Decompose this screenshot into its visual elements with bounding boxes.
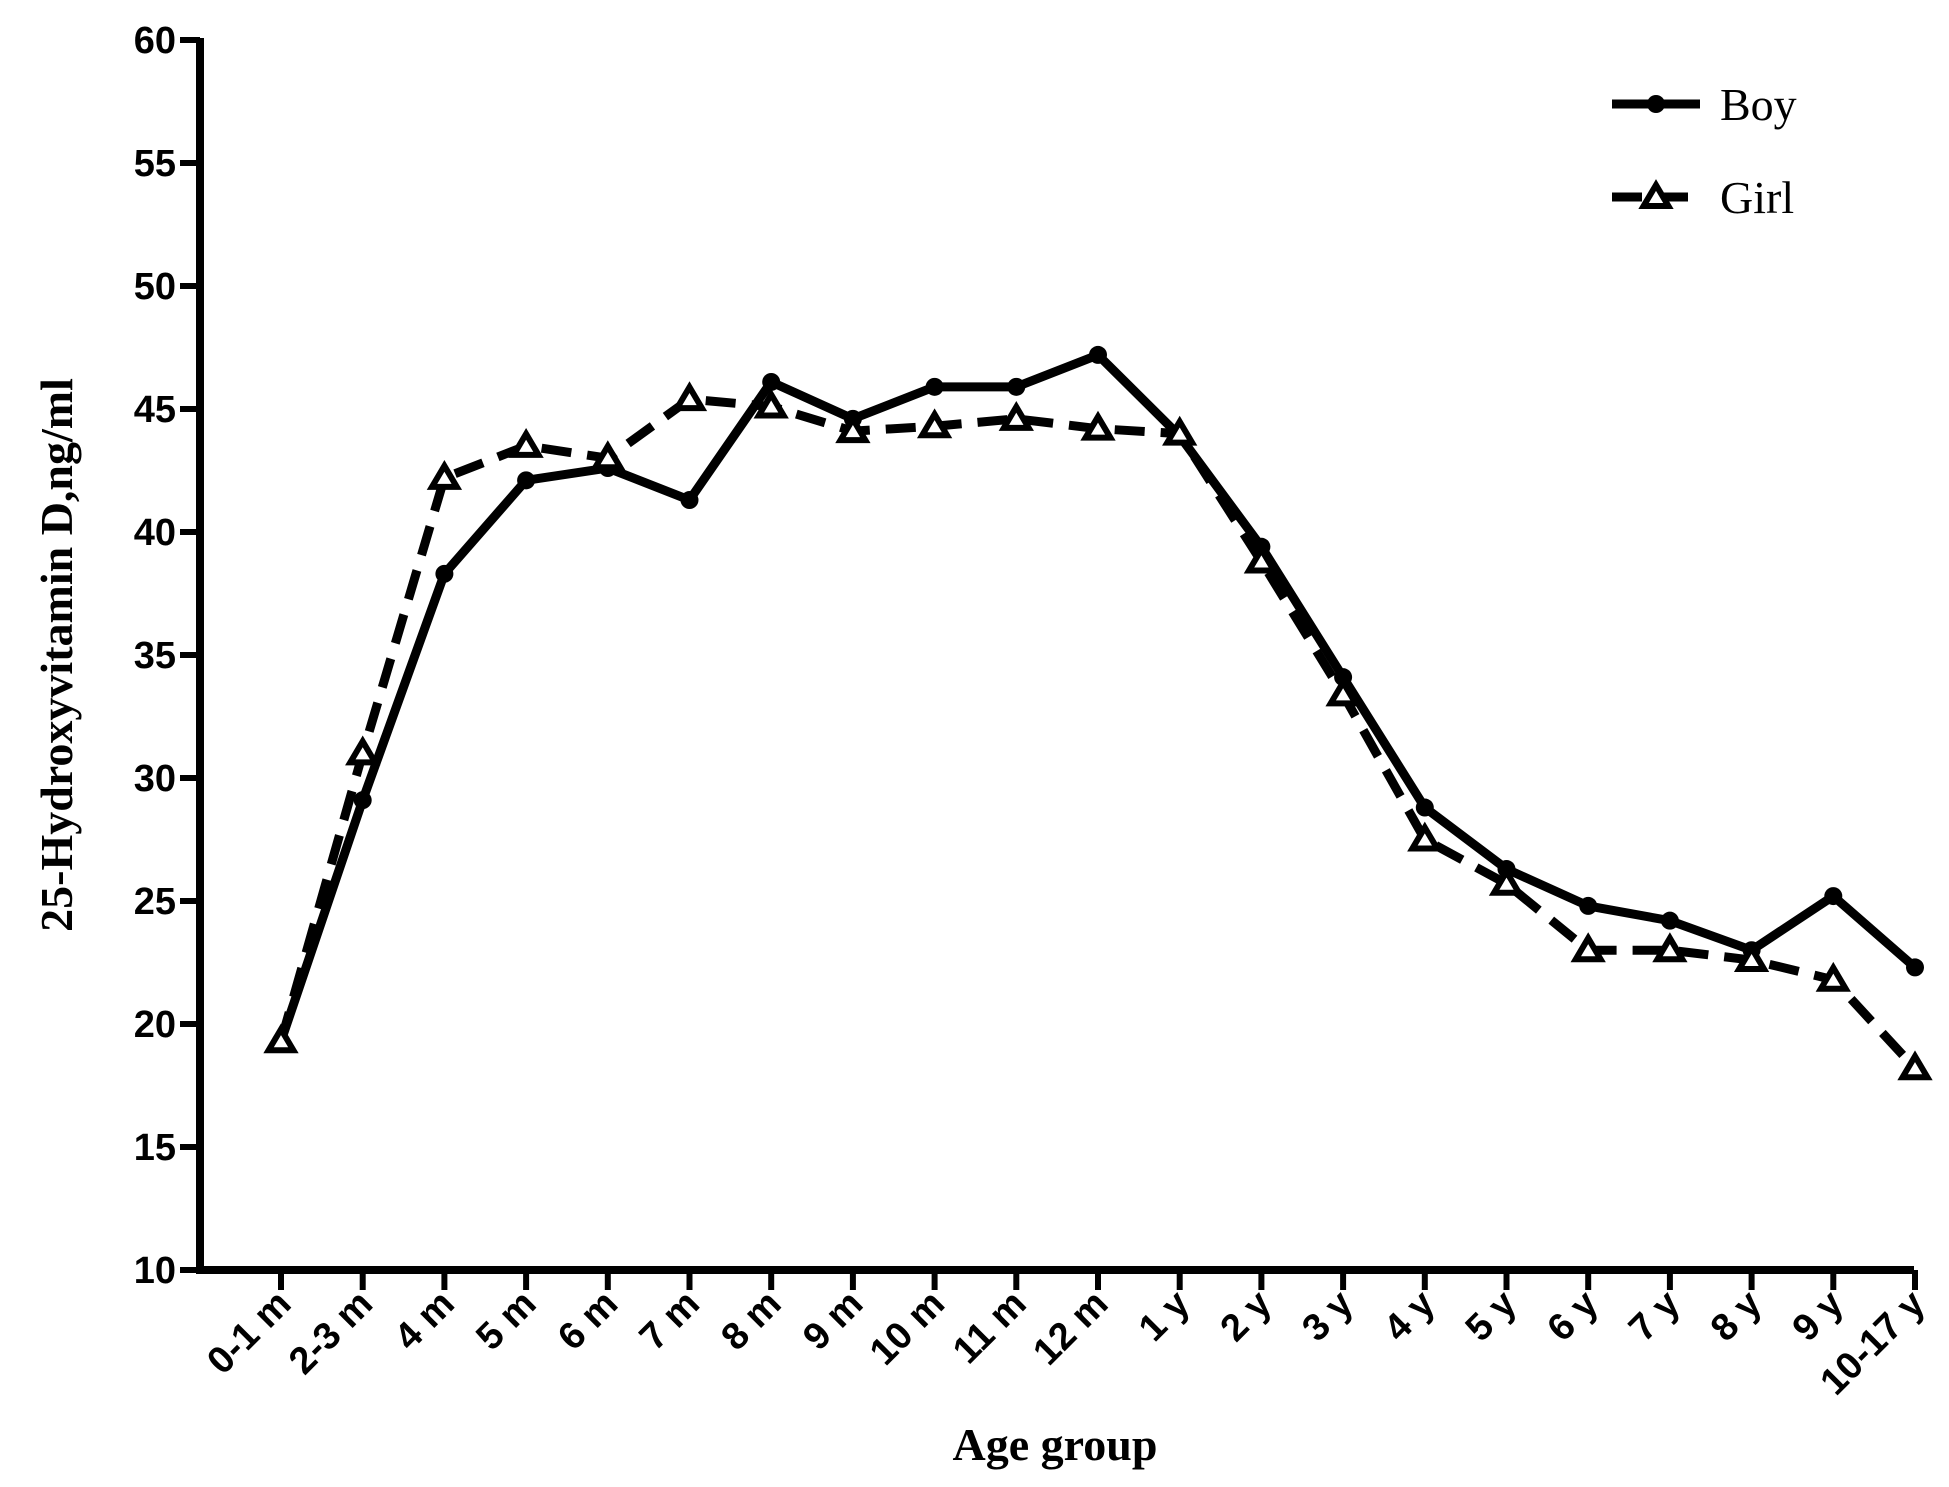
data-point-girl bbox=[1815, 961, 1851, 992]
x-tick-label: 4 m bbox=[387, 1283, 463, 1359]
y-tick-label: 20 bbox=[134, 1004, 176, 1046]
data-point-girl bbox=[1570, 932, 1606, 963]
data-point-girl bbox=[345, 735, 381, 766]
legend-marker-boy bbox=[1647, 95, 1665, 113]
y-tick-label: 15 bbox=[134, 1127, 176, 1169]
data-point-boy bbox=[1415, 798, 1434, 817]
y-tick-label: 10 bbox=[134, 1250, 176, 1292]
x-tick-label: 2-3 m bbox=[281, 1283, 381, 1383]
x-tick-label: 7 m bbox=[632, 1283, 708, 1359]
data-point-boy bbox=[925, 377, 944, 396]
y-tick-label: 30 bbox=[134, 758, 176, 800]
x-tick-label: 2 y bbox=[1213, 1283, 1280, 1350]
y-tick-label: 45 bbox=[134, 389, 176, 431]
data-point-boy bbox=[1906, 958, 1924, 977]
x-tick-label: 9 y bbox=[1785, 1283, 1852, 1350]
data-point-girl bbox=[1243, 543, 1280, 574]
x-tick-label: 5 y bbox=[1458, 1283, 1525, 1350]
data-point-girl bbox=[1325, 676, 1361, 707]
y-tick-label: 25 bbox=[134, 881, 176, 923]
data-point-girl bbox=[916, 408, 953, 439]
data-point-girl bbox=[590, 440, 626, 471]
y-tick-label: 55 bbox=[134, 143, 176, 185]
y-axis-title: 25-Hydroxyvitamin D,ng/ml bbox=[31, 378, 82, 932]
data-point-girl bbox=[1080, 410, 1116, 441]
x-tick-label: 5 m bbox=[468, 1283, 544, 1359]
x-tick-label: 1 y bbox=[1131, 1283, 1198, 1350]
x-tick-label: 6 m bbox=[550, 1283, 626, 1359]
x-axis-title: Age group bbox=[953, 1419, 1158, 1470]
data-point-girl bbox=[263, 1023, 299, 1054]
legend-label-girl: Girl bbox=[1720, 172, 1794, 223]
y-axis-ticks: 10 15 20 25 30 35 40 45 50 55 60 bbox=[134, 20, 200, 1292]
data-point-girl bbox=[998, 400, 1034, 431]
x-tick-label: 9 m bbox=[795, 1283, 871, 1359]
data-point-boy bbox=[517, 471, 536, 490]
series-line-girl bbox=[276, 394, 1919, 1072]
legend: Boy Girl bbox=[1612, 79, 1797, 223]
data-point-girl bbox=[835, 413, 871, 444]
data-point-girl bbox=[1162, 415, 1198, 446]
data-point-girl bbox=[1407, 821, 1443, 852]
x-tick-label: 8 y bbox=[1703, 1283, 1770, 1350]
x-tick-label: 8 m bbox=[714, 1283, 790, 1359]
data-point-girl bbox=[1652, 932, 1688, 963]
x-tick-label: 10 m bbox=[862, 1283, 953, 1374]
data-point-boy bbox=[1579, 896, 1598, 915]
data-point-girl bbox=[426, 459, 463, 490]
data-point-girl bbox=[508, 427, 544, 458]
x-tick-label: 6 y bbox=[1540, 1283, 1607, 1350]
y-tick-label: 35 bbox=[134, 635, 176, 677]
y-tick-label: 50 bbox=[134, 266, 176, 308]
series-layer bbox=[263, 345, 1933, 1081]
data-point-boy bbox=[1007, 377, 1026, 396]
x-tick-label: 11 m bbox=[945, 1283, 1034, 1372]
y-tick-label: 40 bbox=[134, 512, 176, 554]
data-point-boy bbox=[1089, 345, 1107, 364]
data-point-boy bbox=[435, 564, 454, 583]
x-tick-label: 12 m bbox=[1025, 1283, 1116, 1374]
data-point-girl bbox=[1488, 865, 1525, 896]
data-point-boy bbox=[762, 372, 781, 391]
data-point-girl bbox=[671, 381, 708, 412]
legend-marker-girl bbox=[1638, 179, 1674, 209]
data-point-boy bbox=[680, 491, 699, 510]
x-tick-label: 4 y bbox=[1376, 1283, 1443, 1350]
x-tick-label: 0-1 m bbox=[199, 1283, 299, 1383]
data-point-girl bbox=[753, 388, 789, 419]
y-tick-label: 60 bbox=[134, 20, 176, 62]
data-point-boy bbox=[1824, 887, 1843, 906]
axes bbox=[196, 38, 1914, 1274]
x-tick-label: 3 y bbox=[1294, 1283, 1361, 1350]
data-point-boy bbox=[1660, 911, 1679, 930]
data-point-boy bbox=[353, 791, 372, 810]
legend-label-boy: Boy bbox=[1720, 79, 1797, 130]
data-point-girl bbox=[1733, 942, 1770, 973]
x-tick-label: 7 y bbox=[1621, 1283, 1688, 1350]
data-point-girl bbox=[1897, 1050, 1933, 1081]
